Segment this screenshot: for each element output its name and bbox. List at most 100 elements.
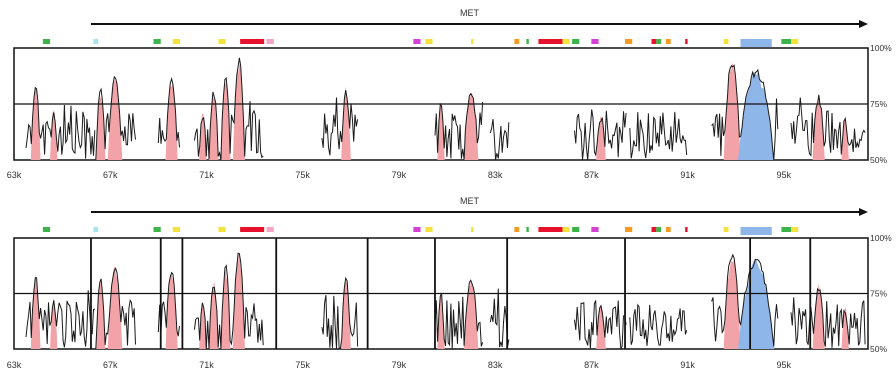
conserved-region [596, 115, 606, 160]
annotation-block [781, 39, 792, 44]
annotation-block [740, 227, 772, 235]
annotation-block [651, 39, 657, 44]
annotation-block [526, 39, 529, 44]
annotation-block [656, 227, 662, 232]
annotation-block [172, 39, 180, 44]
annotation-block [562, 39, 570, 44]
annotation-block [685, 227, 688, 232]
x-tick-label: 91k [680, 360, 695, 370]
annotation-block [591, 39, 599, 44]
gene-label: MET [460, 196, 480, 206]
annotation-block [562, 227, 570, 232]
annotation-block [665, 39, 671, 44]
x-tick-label: 91k [680, 170, 695, 180]
annotation-block [572, 227, 580, 232]
annotation-block [723, 227, 729, 232]
identity-trace [95, 267, 136, 350]
bottom-panel: MET 63k 67k 71k 75k 79k 83k 87k 91k 95k 50% 75% 100% [7, 196, 892, 370]
annotation-block [42, 227, 51, 232]
conserved-region [30, 273, 41, 349]
identity-trace [711, 64, 779, 161]
identity-trace [629, 303, 688, 346]
annotation-block [240, 227, 265, 232]
annotation-block [685, 39, 688, 44]
identity-trace [193, 252, 264, 350]
annotation-block [656, 39, 662, 44]
annotation-block [572, 39, 580, 44]
x-tick-label: 67k [103, 170, 118, 180]
y-tick-label: 100% [870, 43, 892, 53]
identity-trace [574, 300, 627, 351]
y-tick-label: 75% [870, 99, 887, 109]
y-tick-label: 100% [870, 233, 892, 243]
conserved-region [30, 88, 41, 160]
x-tick-label: 71k [199, 360, 214, 370]
annotation-block [791, 227, 799, 232]
annotation-block [153, 227, 161, 232]
conserved-region [437, 291, 445, 349]
annotation-block [240, 39, 265, 44]
annotation-block [218, 39, 226, 44]
x-tick-label: 71k [199, 170, 214, 180]
annotation-block [740, 39, 772, 47]
identity-trace [95, 75, 136, 161]
conserved-region [812, 95, 825, 160]
y-tick-label: 50% [870, 344, 887, 354]
annotation-block [42, 39, 51, 44]
annotation-block [723, 39, 729, 44]
gene-arrowhead [859, 20, 868, 28]
annotation-block [266, 227, 274, 232]
annotation-block [266, 39, 274, 44]
annotation-block [651, 227, 657, 232]
conserved-region [463, 278, 479, 349]
x-tick-label: 87k [584, 360, 599, 370]
identity-trace [321, 276, 359, 350]
annotation-block [781, 227, 792, 232]
conserved-region [50, 110, 58, 160]
annotation-block [218, 227, 226, 232]
annotation-block [172, 227, 180, 232]
annotation-block [538, 39, 563, 44]
annotation-block [413, 227, 421, 232]
identity-trace [25, 86, 96, 159]
x-tick-label: 87k [584, 170, 599, 180]
conserved-region [812, 282, 825, 349]
x-tick-label: 75k [295, 360, 310, 370]
identity-trace [711, 253, 779, 347]
annotation-block [93, 39, 99, 44]
identity-trace [489, 288, 510, 348]
x-tick-label: 67k [103, 360, 118, 370]
identity-trace [193, 57, 264, 161]
annotation-block [625, 39, 633, 44]
annotation-block [471, 39, 474, 44]
identity-trace [321, 90, 359, 156]
conserved-region [220, 269, 231, 349]
x-tick-label: 79k [392, 170, 407, 180]
identity-trace [25, 277, 96, 348]
conserved-region [95, 282, 106, 349]
annotation-block [514, 39, 520, 44]
x-tick-label: 83k [488, 360, 503, 370]
conserved-region [841, 306, 849, 349]
conserved-region [107, 266, 123, 349]
annotation-block [625, 227, 633, 232]
identity-trace [434, 279, 484, 349]
annotation-block [514, 227, 520, 232]
conserved-region [723, 62, 741, 160]
annotation-block [791, 39, 799, 44]
identity-trace [574, 109, 627, 161]
annotation-block [471, 227, 474, 232]
conserved-region [341, 86, 351, 160]
conserved-region [199, 113, 207, 160]
annotation-block [425, 39, 433, 44]
conserved-region [841, 115, 849, 160]
x-tick-label: 95k [777, 170, 792, 180]
exon-region [738, 259, 775, 349]
conserved-region [232, 251, 245, 349]
top-panel: MET 63k 67k 71k 75k 79k 83k 87k 91k 95k 50% 75% 100% [7, 8, 892, 180]
identity-trace [434, 92, 484, 160]
x-tick-label: 63k [7, 170, 22, 180]
identity-trace [489, 119, 510, 160]
x-tick-label: 79k [392, 360, 407, 370]
